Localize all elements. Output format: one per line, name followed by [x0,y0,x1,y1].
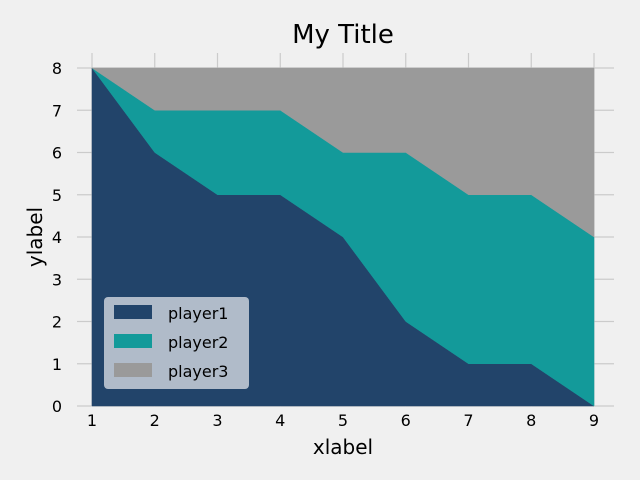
x-tick-label-7: 8 [526,411,536,430]
legend-label-player3: player3 [168,362,228,381]
y-tick-label-3: 3 [52,270,62,289]
x-axis-label: xlabel [313,435,373,459]
x-tick-label-8: 9 [589,411,599,430]
area-player3 [91,67,595,238]
chart-title: My Title [292,20,394,50]
y-tick-label-7: 7 [52,101,62,120]
x-tick-label-4: 5 [338,411,348,430]
legend-swatch-player1 [114,305,152,319]
x-tick-label-2: 3 [212,411,222,430]
legend-swatch-player3 [114,363,152,377]
y-tick-label-5: 5 [52,186,62,205]
y-tick-label-4: 4 [52,228,62,247]
x-tick-label-0: 1 [87,411,97,430]
y-axis-ticks: 0 1 2 3 4 5 6 7 8 [52,59,62,416]
y-tick-label-1: 1 [52,355,62,374]
legend: player1 player2 player3 [104,297,249,389]
x-axis-ticks: 1 2 3 4 5 6 7 8 9 [87,411,599,430]
y-tick-label-0: 0 [52,397,62,416]
y-tick-label-8: 8 [52,59,62,78]
y-tick-label-6: 6 [52,144,62,163]
legend-label-player1: player1 [168,304,228,323]
y-tick-label-2: 2 [52,313,62,332]
x-tick-label-1: 2 [150,411,160,430]
x-tick-label-5: 6 [401,411,411,430]
legend-swatch-player2 [114,334,152,348]
x-tick-label-3: 4 [275,411,285,430]
y-axis-label: ylabel [23,207,47,267]
x-tick-label-6: 7 [463,411,473,430]
legend-label-player2: player2 [168,333,228,352]
